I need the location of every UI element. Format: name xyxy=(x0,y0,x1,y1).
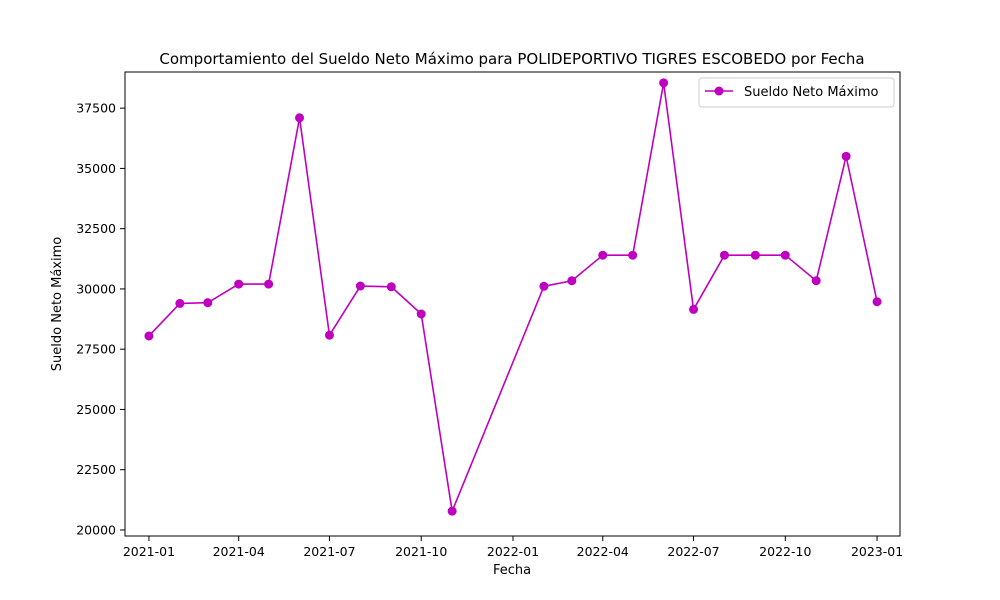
data-point xyxy=(659,78,669,88)
data-point xyxy=(689,304,699,314)
data-point xyxy=(234,279,244,289)
data-point xyxy=(447,506,457,516)
data-point xyxy=(324,330,334,340)
y-axis-label: Sueldo Neto Máximo xyxy=(50,237,65,371)
y-axis-ticks: 20000 22500 25000 27500 30000 32500 35000 37500 xyxy=(76,101,125,537)
x-axis-ticks: 2021-01 2021-04 2021-07 2021-10 2022-01 2022-… xyxy=(123,536,903,559)
data-point xyxy=(355,281,365,291)
legend-marker-swatch xyxy=(714,86,724,96)
data-point xyxy=(386,282,396,292)
chart-title: Comportamiento del Sueldo Neto Máximo pa… xyxy=(159,50,864,68)
data-point xyxy=(628,250,638,260)
y-tick-label: 35000 xyxy=(76,161,116,176)
x-tick-label: 2022-04 xyxy=(577,544,629,559)
x-tick-label: 2023-01 xyxy=(851,544,903,559)
y-tick-label: 25000 xyxy=(76,402,116,417)
x-tick-label: 2022-07 xyxy=(667,544,719,559)
data-point xyxy=(598,250,608,260)
y-tick-label: 20000 xyxy=(76,522,116,537)
data-point xyxy=(567,276,577,286)
plot-area xyxy=(144,78,882,516)
y-tick-label: 27500 xyxy=(76,342,116,357)
legend-box xyxy=(698,77,895,108)
data-point xyxy=(780,250,790,260)
y-tick-label: 37500 xyxy=(76,101,116,116)
data-point xyxy=(416,309,426,319)
data-point xyxy=(264,279,274,289)
x-tick-label: 2021-01 xyxy=(123,544,175,559)
y-tick-label: 32500 xyxy=(76,221,116,236)
x-tick-label: 2021-04 xyxy=(213,544,265,559)
data-point xyxy=(750,250,760,260)
x-tick-label: 2021-10 xyxy=(395,544,447,559)
data-point xyxy=(841,151,851,161)
data-point xyxy=(811,276,821,286)
legend-label: Sueldo Neto Máximo xyxy=(744,85,878,100)
data-point xyxy=(719,250,729,260)
data-point xyxy=(203,298,213,308)
data-point xyxy=(539,281,549,291)
data-point xyxy=(872,297,882,307)
x-tick-label: 2022-01 xyxy=(487,544,539,559)
legend: Sueldo Neto Máximo xyxy=(698,77,895,108)
x-axis-label: Fecha xyxy=(493,563,531,578)
data-point xyxy=(144,331,154,341)
data-point xyxy=(175,298,185,308)
x-tick-label: 2021-07 xyxy=(303,544,355,559)
y-tick-label: 22500 xyxy=(76,462,116,477)
y-tick-label: 30000 xyxy=(76,281,116,296)
x-tick-label: 2022-10 xyxy=(759,544,811,559)
data-point xyxy=(295,113,305,123)
